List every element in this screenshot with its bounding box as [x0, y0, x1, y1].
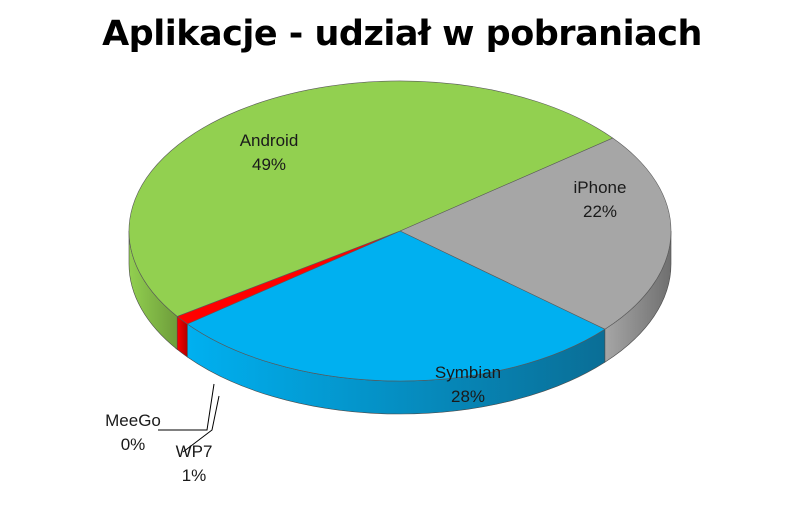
slice-label-android: Android	[240, 131, 299, 150]
pie-label-layer: iPhone 22% Symbian 28% WP7 1% MeeGo 0% Android 49…	[105, 131, 626, 485]
slice-value-meego: 0%	[121, 435, 146, 454]
pie-top-layer	[128, 80, 672, 382]
pie-slice-symbian	[186, 230, 606, 382]
pie-slice-android	[128, 80, 614, 317]
slice-value-symbian: 28%	[451, 387, 485, 406]
slice-value-iphone: 22%	[583, 202, 617, 221]
leader-line-meego	[158, 383, 215, 431]
slice-label-wp7: WP7	[176, 442, 213, 461]
slice-label-symbian: Symbian	[435, 363, 501, 382]
slice-label-iphone: iPhone	[574, 178, 627, 197]
leader-line-wp7	[182, 395, 220, 453]
slice-value-wp7: 1%	[182, 466, 207, 485]
slice-label-meego: MeeGo	[105, 411, 161, 430]
chart-title: Aplikacje - udział w pobraniach	[102, 14, 702, 54]
slice-value-android: 49%	[252, 155, 286, 174]
pie-slice-iphone	[399, 137, 672, 330]
